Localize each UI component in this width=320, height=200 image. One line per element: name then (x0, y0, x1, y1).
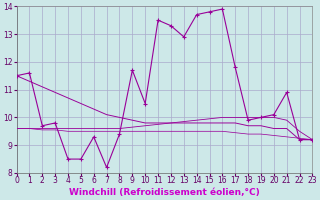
X-axis label: Windchill (Refroidissement éolien,°C): Windchill (Refroidissement éolien,°C) (69, 188, 260, 197)
